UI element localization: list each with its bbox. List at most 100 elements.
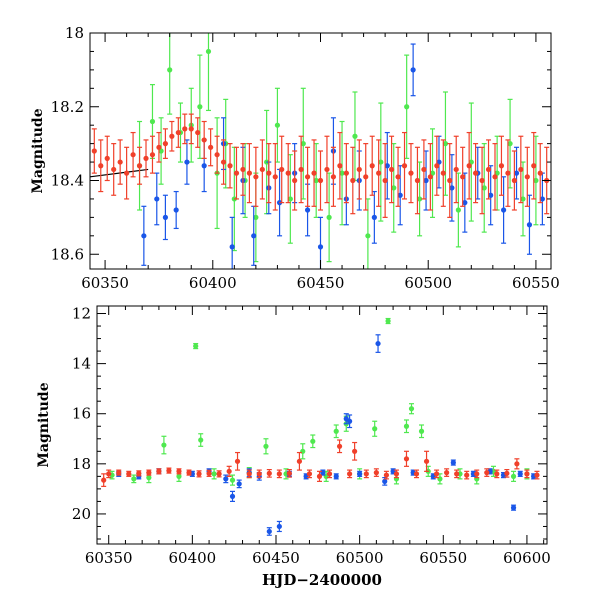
bottom-green-point <box>310 434 316 449</box>
top-marker <box>501 207 507 213</box>
top-red-point <box>136 146 143 185</box>
top-red-point <box>447 143 453 218</box>
top-red-point <box>524 146 530 207</box>
top-red-point <box>427 143 433 211</box>
top-red-point <box>246 143 253 204</box>
top-marker <box>388 166 395 173</box>
top-marker <box>285 170 291 176</box>
bottom-red-point <box>363 469 369 479</box>
bottom-blue-point <box>276 520 282 533</box>
bottom-marker <box>382 478 388 484</box>
bottom-green-point <box>408 403 415 415</box>
top-marker <box>455 207 461 213</box>
top-marker <box>111 166 117 173</box>
top-marker <box>537 170 543 176</box>
top-marker <box>356 166 362 173</box>
top-red-point <box>227 143 233 189</box>
bottom-red-point <box>246 469 252 479</box>
top-marker <box>421 166 427 173</box>
top-marker <box>488 192 494 198</box>
bottom-x-tick-label: 60550 <box>419 549 467 567</box>
top-marker <box>485 166 492 173</box>
top-red-point <box>233 146 240 200</box>
top-marker <box>481 185 487 191</box>
bottom-red-point <box>393 469 400 479</box>
top-marker <box>376 170 382 176</box>
top-red-point <box>130 131 136 178</box>
top-marker <box>492 174 498 180</box>
bottom-marker <box>504 470 510 476</box>
top-green-point <box>326 172 332 263</box>
bottom-x-axis-title: HJD−2400000 <box>262 571 382 589</box>
top-marker <box>352 133 358 139</box>
top-marker <box>169 133 175 139</box>
bottom-marker <box>510 473 517 479</box>
top-red-point <box>473 143 479 204</box>
bottom-marker <box>454 471 460 477</box>
bottom-marker <box>106 471 112 477</box>
top-marker <box>124 170 130 176</box>
top-blue-point <box>501 176 507 244</box>
top-marker <box>149 118 156 125</box>
bottom-marker <box>352 448 358 454</box>
bottom-blue-point <box>450 459 456 466</box>
top-blue-point <box>141 205 147 266</box>
bottom-data-points <box>101 317 540 536</box>
bottom-red-point <box>166 467 172 474</box>
top-red-point <box>492 143 498 211</box>
bottom-marker <box>372 426 378 432</box>
bottom-green-point <box>510 470 517 482</box>
bottom-marker <box>166 467 172 474</box>
bottom-red-point <box>106 469 112 479</box>
bottom-red-point <box>306 469 313 479</box>
bottom-red-point <box>413 469 420 479</box>
bottom-marker <box>450 459 456 466</box>
bottom-red-point <box>474 469 480 479</box>
bottom-blue-point <box>375 334 381 353</box>
bottom-red-point <box>216 470 222 478</box>
top-marker <box>182 126 188 132</box>
top-marker <box>408 170 414 176</box>
top-marker <box>253 214 259 220</box>
top-red-point <box>272 143 278 211</box>
bottom-marker <box>156 468 162 474</box>
bottom-marker <box>408 406 415 412</box>
top-red-point <box>414 146 421 215</box>
bottom-red-point <box>524 469 530 479</box>
top-red-point <box>304 146 311 207</box>
top-green-point <box>352 91 358 182</box>
bottom-marker <box>336 443 343 449</box>
top-marker <box>311 170 317 176</box>
top-marker <box>214 152 220 158</box>
top-marker <box>233 170 240 176</box>
bottom-marker <box>316 473 323 479</box>
top-red-point <box>292 150 298 211</box>
bottom-marker <box>226 468 232 474</box>
bottom-marker <box>403 423 410 429</box>
bottom-red-point <box>296 451 303 471</box>
bottom-x-tick-label: 60600 <box>503 549 551 567</box>
bottom-blue-point <box>357 470 363 477</box>
top-red-point <box>343 143 349 204</box>
bottom-marker <box>393 471 400 477</box>
top-red-point <box>408 143 414 204</box>
bottom-red-point <box>226 465 232 477</box>
top-y-tick-label: 18.4 <box>51 172 84 190</box>
top-marker <box>229 244 235 250</box>
bottom-marker <box>126 471 132 477</box>
top-marker <box>298 166 304 173</box>
bottom-marker <box>524 471 530 477</box>
top-red-point <box>156 131 162 163</box>
bottom-marker <box>306 471 313 477</box>
bottom-marker <box>296 458 303 464</box>
top-red-point <box>376 139 382 207</box>
bottom-y-axis-title: Magnitude <box>36 382 52 467</box>
top-y-tick-label: 18 <box>65 24 84 42</box>
top-marker <box>175 129 181 136</box>
top-blue-point <box>162 194 168 241</box>
bottom-blue-point <box>236 479 242 489</box>
bottom-red-point <box>383 470 390 480</box>
bottom-marker <box>517 471 523 477</box>
top-marker <box>201 163 207 169</box>
